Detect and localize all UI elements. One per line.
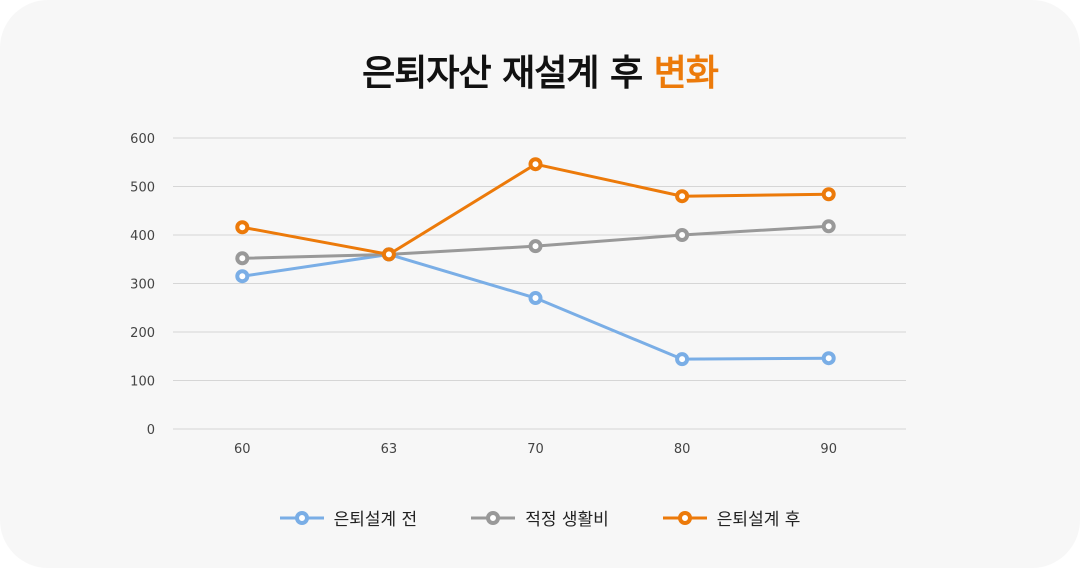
data-point <box>528 157 543 172</box>
data-point <box>235 220 250 235</box>
data-point <box>675 228 690 242</box>
y-tick-label: 300 <box>130 278 155 293</box>
y-tick-label: 100 <box>130 375 155 390</box>
chart-title: 은퇴자산 재설계 후 변화 <box>0 44 1080 96</box>
y-tick-label: 200 <box>130 326 155 341</box>
y-tick-label: 0 <box>147 423 155 438</box>
data-point <box>528 239 543 254</box>
legend-marker-icon <box>662 510 707 525</box>
x-tick-label: 70 <box>527 442 544 457</box>
data-point <box>821 351 836 366</box>
y-tick-label: 400 <box>130 229 155 244</box>
data-point <box>821 219 836 234</box>
legend-label: 은퇴설계 후 <box>716 510 801 530</box>
data-point <box>821 187 836 202</box>
series-line <box>242 252 829 361</box>
data-point <box>675 352 690 367</box>
data-point <box>528 291 543 306</box>
legend-item: 적정 생활비 <box>471 505 609 530</box>
y-tick-label: 500 <box>130 181 155 196</box>
data-point <box>235 251 250 266</box>
legend-item: 은퇴설계 후 <box>662 505 801 530</box>
data-point <box>675 189 690 204</box>
x-tick-label: 90 <box>820 442 837 457</box>
x-tick-label: 63 <box>381 442 398 457</box>
legend: 은퇴설계 전 적정 생활비 은퇴설계 후 <box>0 505 1080 530</box>
legend-item: 은퇴설계 전 <box>279 505 418 530</box>
y-tick-label: 600 <box>130 132 155 147</box>
legend-label: 적정 생활비 <box>525 510 609 530</box>
legend-label: 은퇴설계 전 <box>333 510 418 530</box>
legend-marker-icon <box>279 510 324 525</box>
legend-marker-icon <box>471 510 516 525</box>
x-tick-label: 60 <box>234 442 251 457</box>
data-point <box>381 247 396 262</box>
title-main: 은퇴자산 재설계 후 <box>362 53 643 94</box>
x-tick-label: 80 <box>674 442 691 457</box>
title-highlight: 변화 <box>653 53 719 94</box>
data-point <box>235 269 250 284</box>
